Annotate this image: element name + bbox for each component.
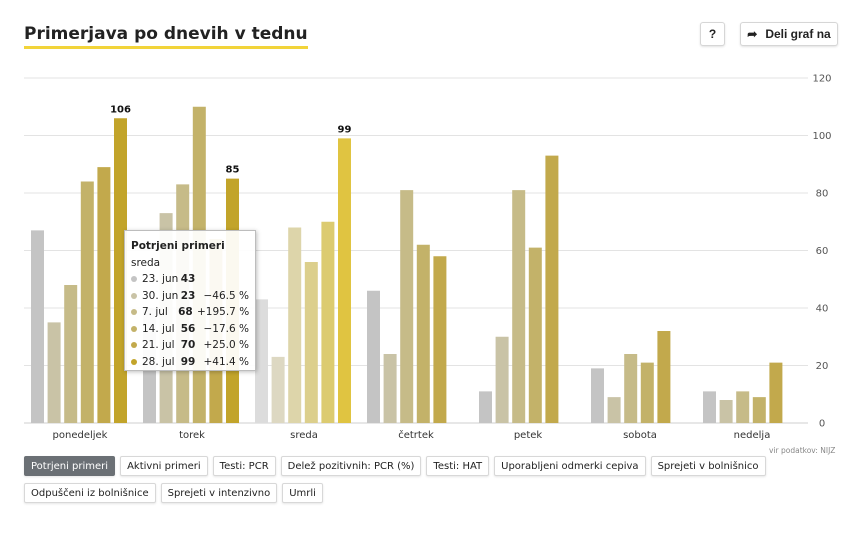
y-tick-label: 100 (812, 131, 831, 142)
data-label: 85 (226, 165, 240, 176)
bar (114, 118, 127, 423)
tooltip-value: 43 (180, 273, 196, 285)
bar (545, 155, 559, 423)
x-tick-label: nedelja (734, 430, 771, 441)
tooltip-row: 14. jul 56 −17.6 % (131, 321, 249, 338)
tooltip-date: 30. jun (142, 289, 179, 302)
bar (416, 244, 430, 423)
bar (433, 256, 447, 423)
bar (624, 354, 638, 423)
x-tick-label: sobota (623, 430, 657, 441)
bar (512, 190, 526, 423)
share-arrow-icon: ➦ (747, 27, 758, 41)
tooltip-change: −17.6 % (203, 322, 250, 335)
tooltip-date: 28. jul (142, 355, 175, 368)
tab-4[interactable]: Testi: HAT (426, 456, 490, 476)
bar (479, 391, 492, 423)
tooltip-value: 68 (178, 306, 193, 318)
bar (271, 356, 285, 423)
data-label: 99 (338, 124, 352, 135)
tab-1[interactable]: Aktivni primeri (120, 456, 208, 476)
bar (338, 138, 351, 423)
x-tick-label: ponedeljek (53, 430, 108, 441)
y-tick-label: 20 (816, 361, 829, 372)
tooltip-change: −46.5 % (203, 289, 250, 302)
bar (367, 290, 380, 423)
x-tick-label: petek (514, 430, 543, 441)
tooltip-row: 7. jul 68 +195.7 % (131, 304, 249, 321)
bar (80, 181, 94, 423)
share-button-label: Deli graf na (765, 27, 831, 41)
series-dot-icon (131, 342, 137, 349)
metric-tabs: Potrjeni primeri Aktivni primeri Testi: PC… (24, 456, 804, 503)
bar (719, 400, 733, 423)
x-tick-label: torek (179, 430, 205, 441)
bar (64, 285, 78, 423)
bar (97, 167, 111, 423)
y-tick-label: 80 (816, 189, 829, 200)
tooltip-row: 30. jun 23 −46.5 % (131, 288, 249, 305)
tooltip-change: +195.7 % (197, 306, 250, 318)
page-title: Primerjava po dnevih v tednu (24, 24, 308, 49)
tooltip-row: 21. jul 70 +25.0 % (131, 337, 249, 354)
tooltip-value: 99 (180, 355, 196, 368)
tab-9[interactable]: Umrli (282, 483, 323, 503)
bar (607, 397, 621, 423)
tooltip-change: +25.0 % (203, 339, 250, 351)
series-dot-icon (131, 292, 137, 299)
share-button[interactable]: ➦ Deli graf na (740, 22, 838, 46)
help-button[interactable]: ? (700, 22, 725, 46)
bar (640, 362, 654, 423)
bar (703, 391, 716, 423)
x-tick-label: četrtek (398, 429, 434, 441)
tooltip-row: 28. jul 99 +41.4 % (131, 354, 249, 371)
tooltip-date: 21. jul (142, 339, 175, 351)
tab-0[interactable]: Potrjeni primeri (24, 456, 116, 476)
tab-8[interactable]: Sprejeti v intenzivno (160, 483, 278, 503)
x-tick-label: sreda (290, 430, 318, 441)
tooltip-change: +41.4 % (203, 355, 250, 368)
tab-2[interactable]: Testi: PCR (212, 456, 276, 476)
bar (736, 391, 750, 423)
bar (769, 362, 783, 423)
bar (657, 331, 671, 423)
bar (383, 354, 397, 423)
y-tick-label: 0 (819, 419, 825, 430)
bar (31, 230, 44, 423)
bar (304, 262, 318, 423)
y-tick-label: 120 (812, 74, 831, 85)
tab-5[interactable]: Uporabljeni odmerki cepiva (494, 456, 646, 476)
tooltip-date: 7. jul (142, 306, 168, 318)
y-tick-label: 60 (816, 246, 829, 257)
tooltip-date: 14. jul (142, 322, 175, 335)
series-dot-icon (131, 358, 137, 365)
bar (528, 247, 542, 423)
bar (47, 322, 61, 423)
tooltip-date: 23. jun (142, 273, 179, 285)
bar (495, 336, 509, 423)
data-label: 106 (110, 104, 131, 115)
tab-3[interactable]: Delež pozitivnih: PCR (%) (280, 456, 422, 476)
bar (752, 397, 766, 423)
bar (288, 227, 302, 423)
tooltip-value: 70 (180, 339, 196, 351)
bar (321, 221, 335, 423)
bar (400, 190, 414, 423)
series-dot-icon (131, 276, 137, 283)
tooltip-value: 23 (180, 289, 196, 302)
data-source: vir podatkov: NIJZ (769, 446, 836, 455)
bar (591, 368, 604, 423)
chart-tooltip: Potrjeni primeri sreda 23. jun 43 30. jun 2… (124, 230, 256, 371)
tab-6[interactable]: Sprejeti v bolnišnico (650, 456, 766, 476)
tooltip-row: 23. jun 43 (131, 271, 249, 288)
y-tick-label: 40 (816, 304, 829, 315)
bar (255, 299, 268, 423)
series-dot-icon (131, 309, 137, 316)
tooltip-subtitle: sreda (131, 256, 161, 269)
tab-7[interactable]: Odpuščeni iz bolnišnice (24, 483, 156, 503)
tooltip-title: Potrjeni primeri (131, 240, 225, 252)
series-dot-icon (131, 325, 137, 332)
tooltip-value: 56 (180, 322, 196, 335)
